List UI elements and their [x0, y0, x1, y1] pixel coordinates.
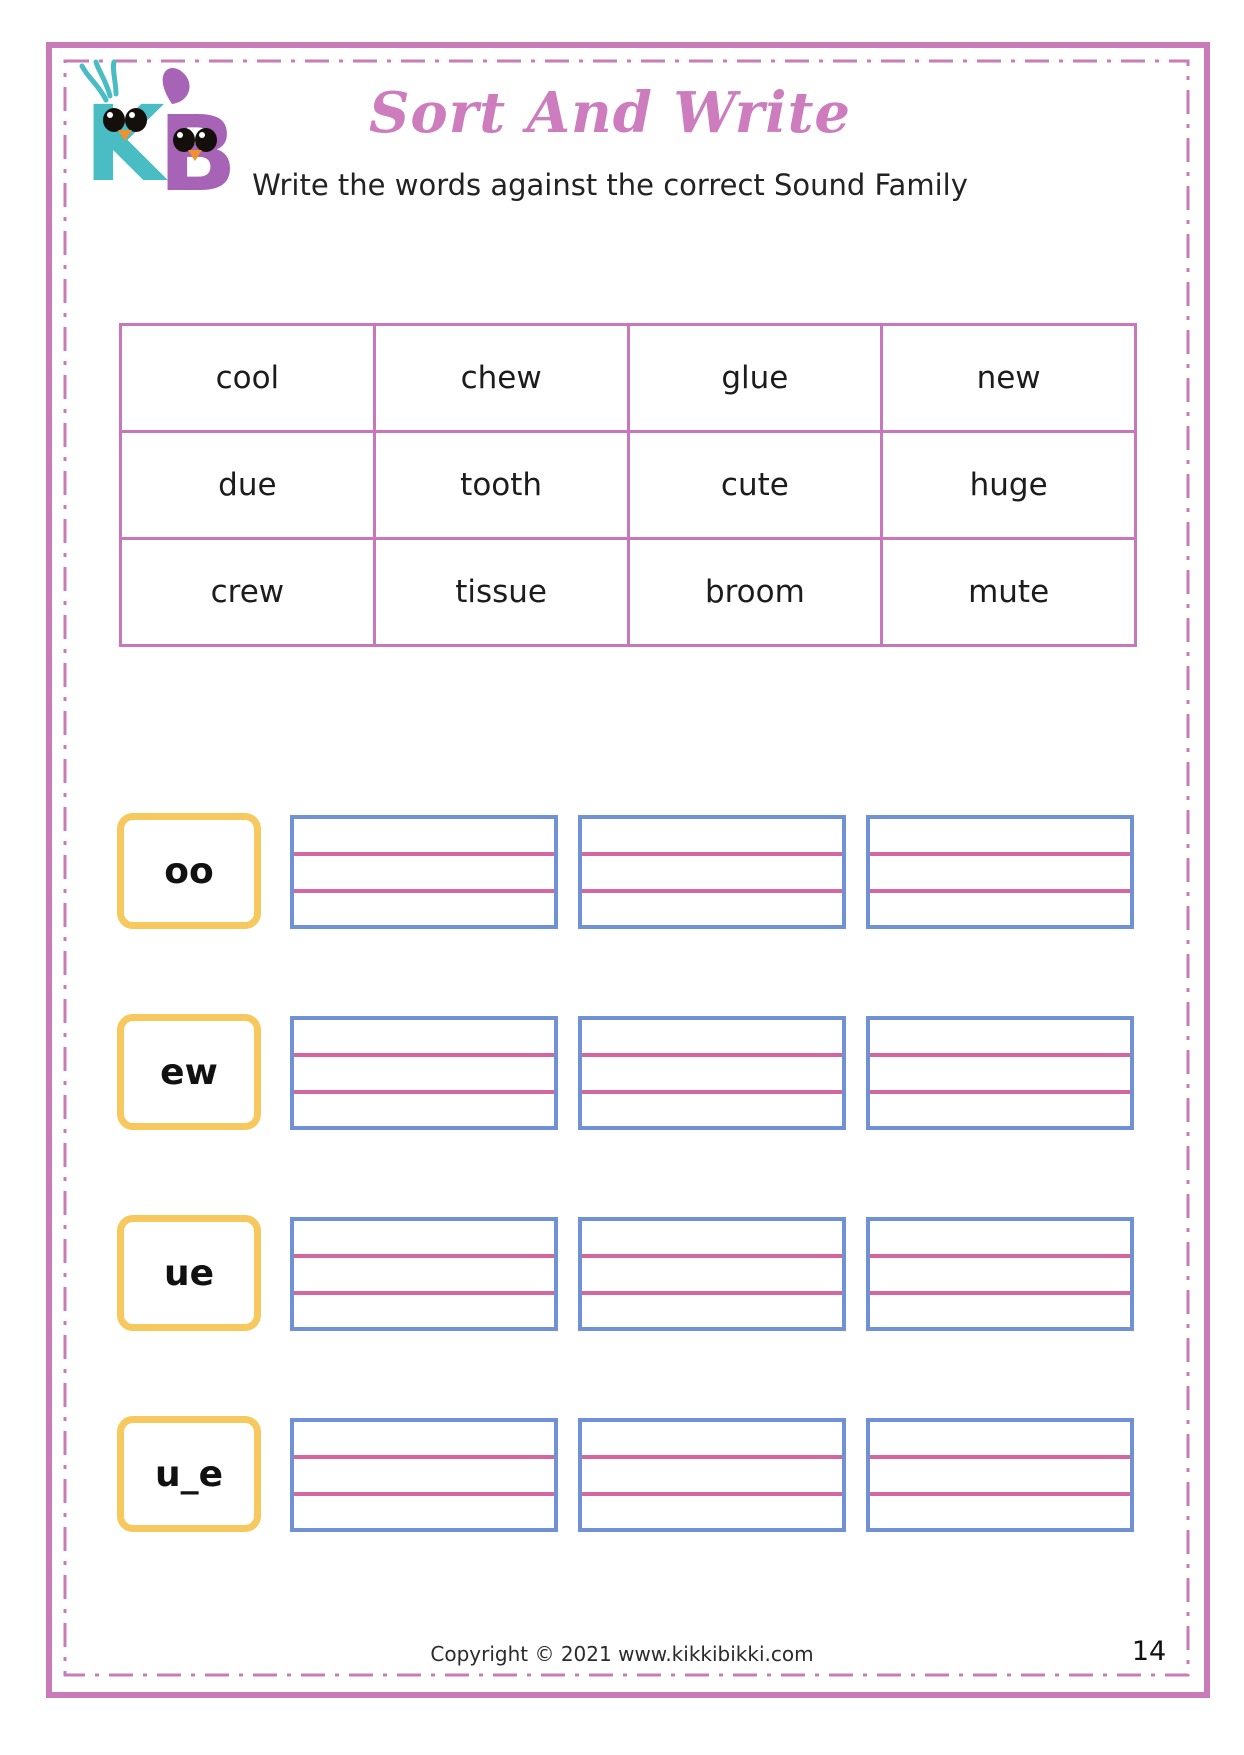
sound-family-text: oo	[164, 850, 214, 892]
writing-line	[582, 1492, 842, 1496]
word-bank-row: crew tissue broom mute	[119, 537, 1137, 647]
writing-line	[582, 1053, 842, 1057]
word-cell: tissue	[372, 537, 630, 647]
answer-box[interactable]	[578, 815, 846, 929]
sound-family-label-u_e: u_e	[117, 1416, 261, 1532]
writing-line	[294, 1254, 554, 1258]
writing-line	[870, 1053, 1130, 1057]
sound-family-label-ue: ue	[117, 1215, 261, 1331]
copyright-text: Copyright © 2021 www.kikkibikki.com	[430, 1642, 814, 1666]
answer-box[interactable]	[578, 1016, 846, 1130]
writing-line	[582, 1254, 842, 1258]
writing-line	[870, 1291, 1130, 1295]
word-cell: huge	[880, 430, 1137, 540]
word-bank-table: cool chew glue new due tooth cute huge c…	[119, 323, 1137, 647]
answer-box[interactable]	[290, 1016, 558, 1130]
writing-line	[582, 1291, 842, 1295]
logo-letter-k: K	[84, 83, 168, 205]
writing-line	[870, 1090, 1130, 1094]
word-cell: mute	[880, 537, 1137, 647]
sound-family-row-u_e: u_e	[117, 1416, 1134, 1532]
b-beak	[188, 150, 202, 161]
answer-box[interactable]	[866, 815, 1134, 929]
word-cell: tooth	[372, 430, 630, 540]
answer-box[interactable]	[290, 815, 558, 929]
writing-line	[582, 852, 842, 856]
answer-box[interactable]	[866, 1418, 1134, 1532]
writing-line	[582, 889, 842, 893]
word-cell: cool	[119, 323, 376, 433]
logo-b-bird: B	[158, 68, 237, 208]
writing-line	[870, 1492, 1130, 1496]
word-cell: chew	[372, 323, 630, 433]
writing-line	[870, 1254, 1130, 1258]
answer-box[interactable]	[866, 1217, 1134, 1331]
page-dashed-border	[63, 59, 1190, 1677]
sound-family-label-ew: ew	[117, 1014, 261, 1130]
writing-line	[582, 1455, 842, 1459]
word-cell: cute	[626, 430, 884, 540]
writing-line	[294, 1492, 554, 1496]
b-crest	[162, 68, 190, 104]
sound-family-row-oo: oo	[117, 813, 1134, 929]
answer-box[interactable]	[578, 1418, 846, 1532]
writing-line	[294, 1291, 554, 1295]
writing-line	[294, 1455, 554, 1459]
page-number: 14	[1131, 1636, 1167, 1667]
sound-family-label-oo: oo	[117, 813, 261, 929]
word-cell: crew	[119, 537, 376, 647]
writing-line	[870, 1455, 1130, 1459]
word-cell: new	[880, 323, 1137, 433]
writing-line	[294, 852, 554, 856]
kikkibikki-logo: K B	[79, 59, 237, 208]
writing-line	[870, 889, 1130, 893]
logo-k-bird: K	[79, 59, 168, 205]
page-title: Sort And Write	[368, 80, 852, 146]
word-cell: broom	[626, 537, 884, 647]
answer-box[interactable]	[578, 1217, 846, 1331]
writing-line	[294, 1053, 554, 1057]
writing-line	[870, 852, 1130, 856]
sound-family-text: ew	[160, 1051, 218, 1093]
sound-family-text: ue	[163, 1252, 215, 1294]
writing-line	[294, 889, 554, 893]
sound-family-text: u_e	[154, 1453, 224, 1495]
writing-line	[582, 1090, 842, 1094]
sound-family-row-ue: ue	[117, 1215, 1134, 1331]
word-bank-row: due tooth cute huge	[119, 430, 1137, 540]
word-bank-row: cool chew glue new	[119, 323, 1137, 433]
sound-family-row-ew: ew	[117, 1014, 1134, 1130]
k-beak	[118, 130, 132, 141]
word-cell: glue	[626, 323, 884, 433]
answer-box[interactable]	[290, 1217, 558, 1331]
page-instructions: Write the words against the correct Soun…	[252, 168, 968, 202]
page-outer-border	[46, 42, 1210, 1698]
writing-line	[294, 1090, 554, 1094]
answer-box[interactable]	[290, 1418, 558, 1532]
word-cell: due	[119, 430, 376, 540]
answer-box[interactable]	[866, 1016, 1134, 1130]
